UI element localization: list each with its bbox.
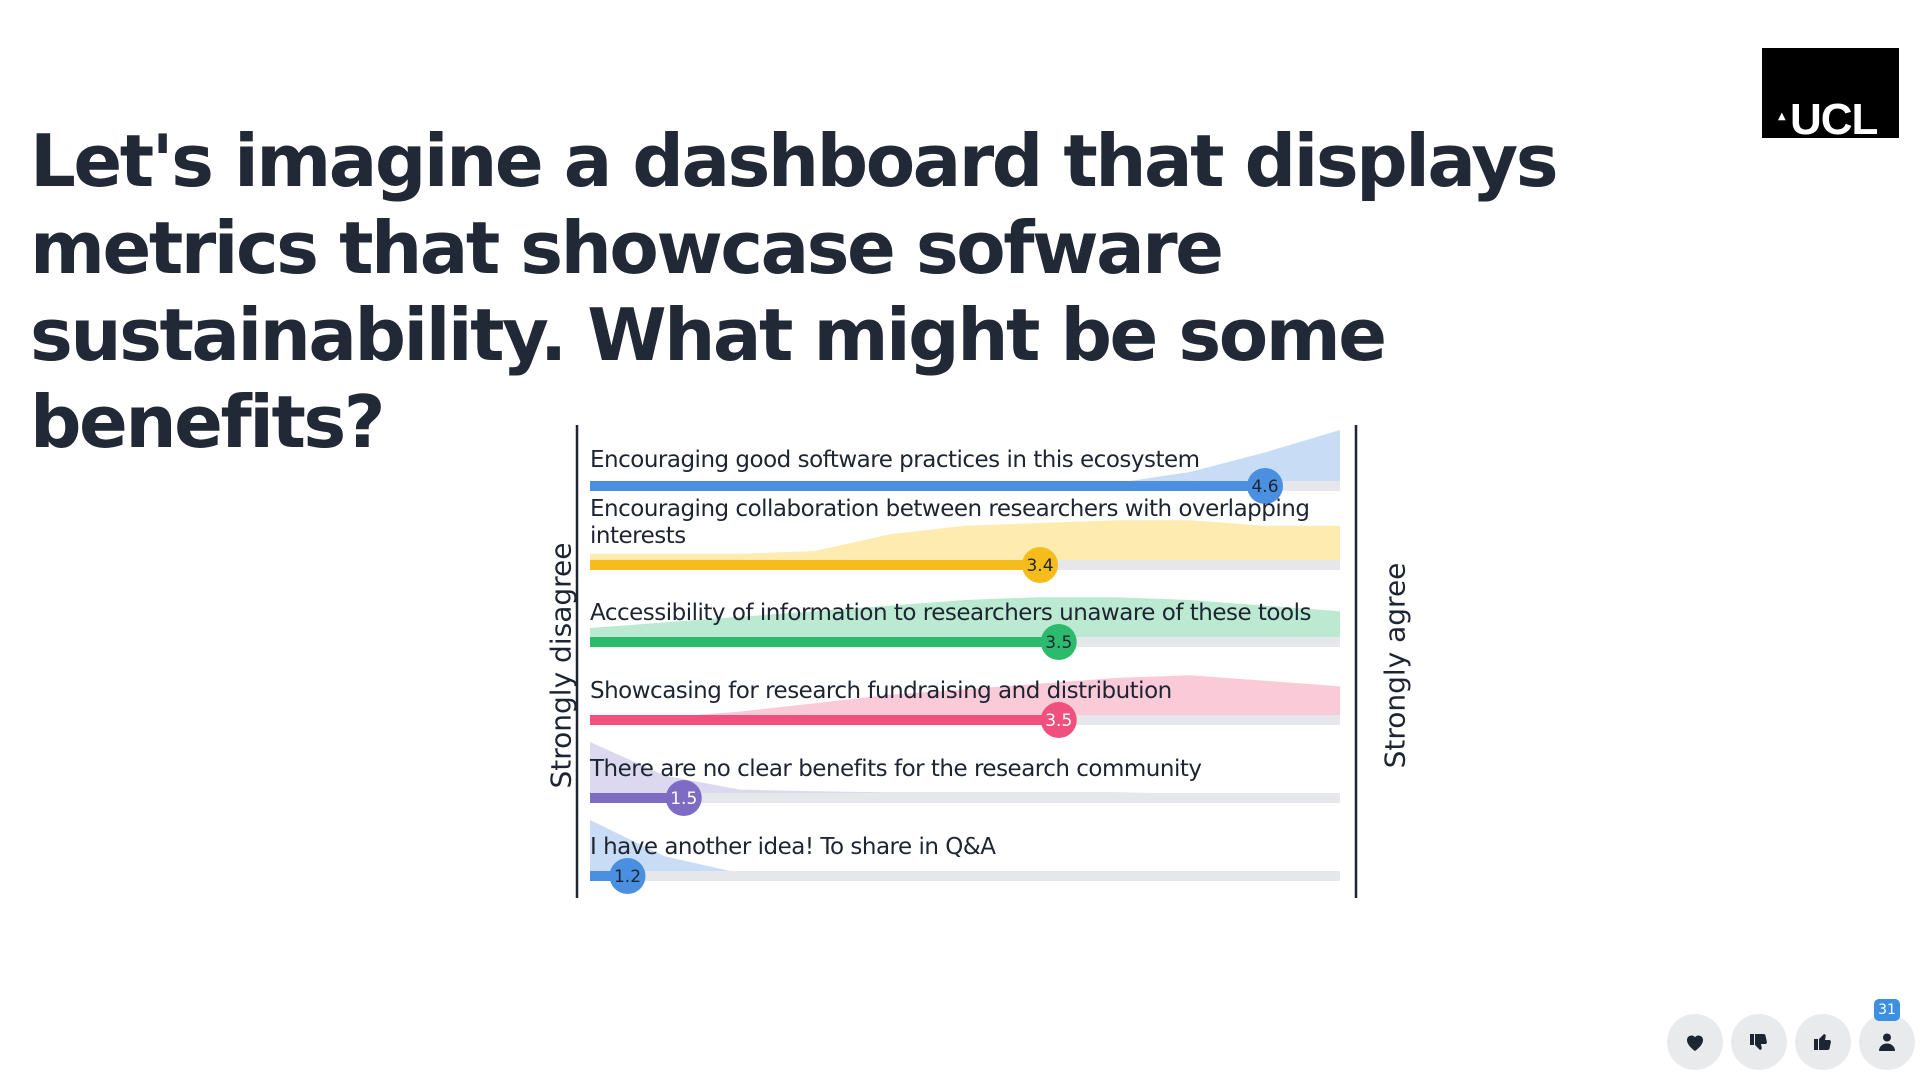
page-title: Let's imagine a dashboard that displays … — [30, 119, 1559, 464]
bar — [590, 793, 684, 803]
participant-count-badge: 31 — [1874, 999, 1900, 1021]
bar — [590, 637, 1059, 647]
heart-icon — [1687, 1035, 1703, 1051]
value-marker — [1040, 702, 1077, 738]
value-marker — [609, 858, 646, 894]
crest-icon: ▲ — [1778, 111, 1786, 122]
logo-text: UCL — [1790, 95, 1878, 144]
thumbs-down-icon — [1750, 1034, 1767, 1050]
chart-canvas: 4.6 3.4 3.5 3.5 1.5 1.2 — [575, 425, 1358, 898]
bar — [590, 481, 1265, 491]
axis-left-label: Strongly disagree — [544, 542, 578, 789]
distribution-band — [590, 520, 1340, 565]
category-label: I have another idea! To share in Q&A — [590, 834, 996, 860]
bar — [590, 560, 1040, 570]
category-label: There are no clear benefits for the rese… — [590, 756, 1202, 782]
category-label: Showcasing for research fundraising and … — [590, 678, 1172, 704]
distribution-band — [590, 675, 1340, 720]
participants-button[interactable] — [1859, 1014, 1915, 1070]
category-label: Accessibility of information to research… — [590, 600, 1311, 626]
value-label: 1.2 — [614, 867, 641, 887]
distribution-band — [590, 597, 1340, 642]
category-label: Encouraging good software practices in t… — [590, 447, 1200, 473]
thumbs-up-icon — [1814, 1034, 1831, 1050]
ucl-logo: ▲ UCL — [1762, 48, 1899, 142]
value-marker — [1247, 468, 1283, 504]
bar — [590, 871, 628, 881]
distribution-band — [590, 820, 1340, 876]
bar — [590, 715, 1059, 725]
value-label: 3.5 — [1045, 711, 1072, 731]
thumbs-up-reaction-button[interactable] — [1795, 1014, 1851, 1070]
heart-reaction-button[interactable] — [1667, 1014, 1723, 1070]
value-marker — [1040, 624, 1077, 660]
value-marker — [1022, 547, 1058, 583]
person-icon — [1879, 1033, 1895, 1051]
value-marker — [665, 780, 702, 816]
value-label: 4.6 — [1251, 477, 1278, 497]
category-label: Encouraging collaboration between resear… — [590, 496, 1310, 549]
bar-track — [590, 793, 1340, 803]
thumbs-down-reaction-button[interactable] — [1731, 1014, 1787, 1070]
scale-chart: 4.6 3.4 3.5 3.5 1.5 1.2 Encouraging good soft… — [520, 420, 1420, 900]
bar-track — [590, 871, 1340, 881]
axis-right-label: Strongly agree — [1378, 562, 1412, 769]
value-label: 3.4 — [1026, 556, 1053, 576]
value-label: 1.5 — [670, 789, 697, 809]
distribution-band — [590, 742, 1340, 798]
value-label: 3.5 — [1045, 633, 1072, 653]
